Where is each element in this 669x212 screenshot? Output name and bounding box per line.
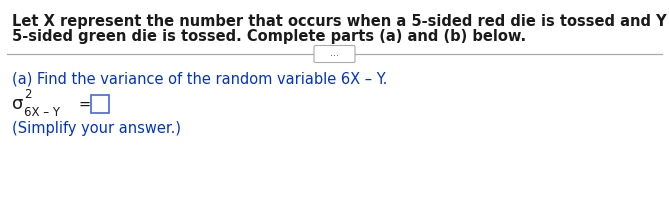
Text: (a) Find the variance of the random variable 6X – Y.: (a) Find the variance of the random vari… <box>12 71 387 86</box>
Text: 2: 2 <box>24 88 31 102</box>
Text: =: = <box>78 96 90 112</box>
FancyBboxPatch shape <box>314 46 355 63</box>
Text: Let X represent the number that occurs when a 5-sided red die is tossed and Y th: Let X represent the number that occurs w… <box>12 14 669 29</box>
Text: σ: σ <box>12 95 23 113</box>
Text: ...: ... <box>330 49 339 59</box>
Text: 6X – Y: 6X – Y <box>24 106 60 119</box>
FancyBboxPatch shape <box>91 95 109 113</box>
Text: 5-sided green die is tossed. Complete parts (a) and (b) below.: 5-sided green die is tossed. Complete pa… <box>12 29 526 44</box>
Text: (Simplify your answer.): (Simplify your answer.) <box>12 121 181 136</box>
